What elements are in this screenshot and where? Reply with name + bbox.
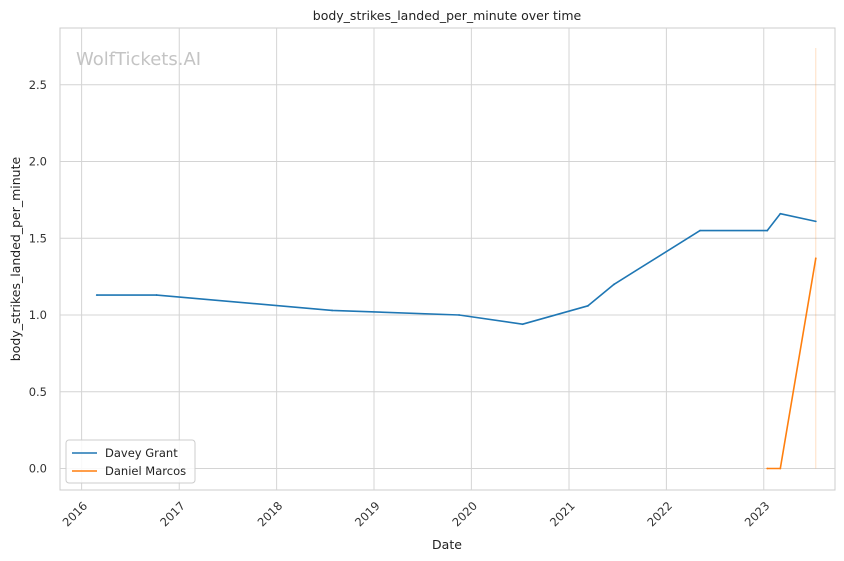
x-axis-label: Date	[432, 537, 462, 552]
data-point	[155, 294, 158, 296]
data-point	[699, 229, 701, 232]
data-point	[613, 283, 616, 286]
data-point	[766, 229, 769, 232]
y-axis-label: body_strikes_landed_per_minute	[8, 156, 23, 361]
y-axis-ticks: 0.0 0.5 1.0 1.5 2.0 2.5	[29, 78, 47, 476]
data-point	[779, 467, 782, 470]
data-point	[95, 294, 98, 296]
legend-label: Davey Grant	[105, 446, 178, 460]
data-point	[779, 212, 782, 215]
data-point	[587, 304, 589, 307]
data-point	[814, 257, 817, 260]
y-tick-label: 2.0	[29, 155, 47, 169]
legend-box	[65, 439, 196, 484]
y-tick-label: 1.0	[29, 308, 47, 322]
y-tick-label: 0.5	[29, 385, 47, 399]
plot-area	[59, 27, 836, 491]
data-point	[331, 309, 334, 312]
watermark: WolfTickets.AI	[76, 49, 201, 70]
legend-label: Daniel Marcos	[105, 464, 186, 478]
y-tick-label: 0.0	[29, 462, 47, 476]
legend: Davey Grant Daniel Marcos	[65, 439, 196, 484]
y-tick-label: 2.5	[29, 78, 47, 92]
data-point	[766, 467, 769, 470]
data-point	[814, 220, 817, 223]
chart-title: body_strikes_landed_per_minute over time	[313, 8, 582, 23]
data-point	[458, 314, 461, 316]
y-tick-label: 1.5	[29, 231, 47, 245]
series-layer	[95, 47, 817, 470]
data-point	[521, 323, 524, 326]
